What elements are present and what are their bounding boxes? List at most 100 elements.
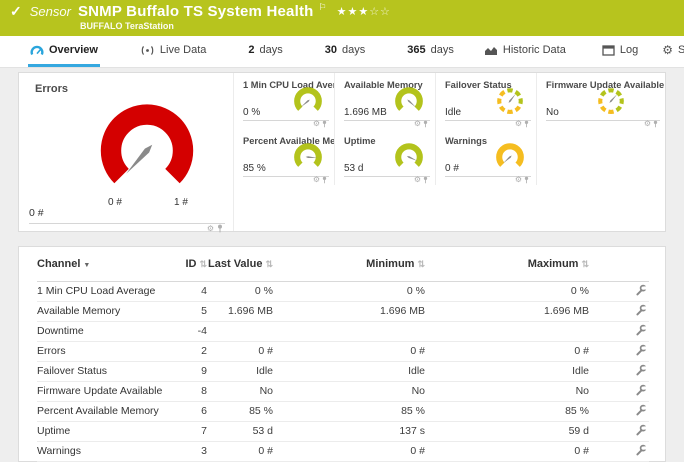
tab-2-days[interactable]: 2 days	[248, 44, 283, 56]
pin-icon[interactable]	[524, 176, 529, 184]
channel-maximum: 0 #	[425, 441, 589, 462]
errors-gauge	[87, 87, 207, 207]
channel-id: 3	[167, 441, 207, 462]
tab-365-days[interactable]: 365 days	[407, 44, 454, 56]
device-name[interactable]: BUFFALO TeraStation	[80, 21, 174, 31]
channel-name: Available Memory	[37, 301, 167, 322]
channel-minimum: 85 %	[273, 401, 425, 422]
wrench-icon[interactable]	[635, 324, 647, 336]
table-row[interactable]: Uptime 7 53 d 137 s 59 d	[37, 421, 649, 442]
channel-table-body: 1 Min CPU Load Average 4 0 % 0 % 0 % Availabl…	[37, 281, 649, 462]
pin-icon[interactable]	[524, 120, 529, 128]
table-row[interactable]: Firmware Update Available 8 No No No	[37, 381, 649, 402]
channel-last-value: No	[207, 381, 273, 402]
gauge-tile: Percent Available Memory 85 % ⚙	[234, 129, 335, 185]
channel-last-value: 0 #	[207, 441, 273, 462]
gauge-tile: Failover Status Idle ⚙	[436, 73, 537, 129]
wrench-icon[interactable]	[635, 384, 647, 396]
table-row[interactable]: Available Memory 5 1.696 MB 1.696 MB 1.696 M…	[37, 301, 649, 322]
pin-icon[interactable]	[217, 224, 223, 233]
sensor-header: ✓ Sensor SNMP Buffalo TS System Health ⚐…	[0, 0, 684, 36]
channel-name: 1 Min CPU Load Average	[37, 281, 167, 302]
channel-settings-gear-icon[interactable]: ⚙	[514, 119, 522, 128]
tab-overview[interactable]: Overview	[28, 36, 100, 67]
gauge-value: 0 %	[243, 107, 261, 118]
wrench-icon[interactable]	[635, 444, 647, 456]
column-header-id[interactable]: ID ⇅	[167, 247, 207, 282]
column-header-channel[interactable]: Channel ▼	[37, 247, 167, 282]
table-header-row: Channel ▼ ID ⇅ Last Value ⇅ Minimum ⇅ Maximu…	[37, 247, 649, 282]
channel-table-panel: Channel ▼ ID ⇅ Last Value ⇅ Minimum ⇅ Maximu…	[18, 246, 666, 462]
channel-gauge	[492, 138, 528, 174]
channel-settings-gear-icon[interactable]: ⚙	[413, 119, 421, 128]
column-header-minimum[interactable]: Minimum ⇅	[273, 247, 425, 282]
channel-maximum: No	[425, 381, 589, 402]
pin-icon[interactable]	[423, 176, 428, 184]
channel-last-value	[207, 321, 273, 342]
channel-settings-gear-icon[interactable]: ⚙	[514, 175, 522, 184]
wrench-icon[interactable]	[635, 304, 647, 316]
status-check-icon: ✓	[10, 3, 22, 19]
pin-icon[interactable]	[653, 120, 658, 128]
small-gauge-tiles: 1 Min CPU Load Average0 %⚙Available Memo…	[234, 73, 665, 231]
divider	[445, 120, 531, 121]
gauges-panel: Errors 0 # 1 # 0 # ⚙ 1 Min CPU Load Aver…	[18, 72, 666, 233]
gauge-title: Available Memory	[344, 80, 423, 90]
tab-log[interactable]: Log	[600, 36, 640, 67]
table-row[interactable]: Downtime -4	[37, 321, 649, 342]
channel-id: 8	[167, 381, 207, 402]
gauge-tile-errors: Errors 0 # 1 # 0 # ⚙	[19, 73, 234, 233]
gear-icon: ⚙	[662, 43, 673, 57]
sort-icon: ⇅	[265, 258, 273, 269]
wrench-icon[interactable]	[635, 344, 647, 356]
wrench-icon[interactable]	[635, 284, 647, 296]
channel-gauge	[290, 82, 326, 118]
sort-desc-icon: ▼	[83, 261, 91, 269]
gauge-scale-max: 1 #	[174, 197, 188, 208]
wrench-icon[interactable]	[635, 364, 647, 376]
channel-last-value: 0 %	[207, 281, 273, 302]
channel-settings-gear-icon[interactable]: ⚙	[312, 175, 320, 184]
tab-settings[interactable]: ⚙ Settings	[662, 43, 684, 57]
table-row[interactable]: Percent Available Memory 6 85 % 85 % 85 %	[37, 401, 649, 422]
channel-id: 4	[167, 281, 207, 302]
gauge-value: No	[546, 107, 559, 118]
channel-id: 5	[167, 301, 207, 322]
channel-maximum: 59 d	[425, 421, 589, 442]
divider	[243, 176, 329, 177]
sort-icon: ⇅	[581, 258, 589, 269]
channel-maximum: 1.696 MB	[425, 301, 589, 322]
tab-30-days[interactable]: 30 days	[324, 44, 366, 56]
column-header-last-value[interactable]: Last Value ⇅	[207, 247, 273, 282]
pin-icon[interactable]	[322, 176, 327, 184]
gauge-tile: Warnings 0 # ⚙	[436, 129, 537, 185]
table-row[interactable]: Failover Status 9 Idle Idle Idle	[37, 361, 649, 382]
channel-minimum: 0 #	[273, 441, 425, 462]
priority-flag-icon[interactable]: ⚐	[318, 2, 327, 12]
channel-settings-gear-icon[interactable]: ⚙	[206, 223, 214, 233]
tab-historic-data[interactable]: Historic Data	[482, 36, 568, 67]
channel-last-value: Idle	[207, 361, 273, 382]
table-row[interactable]: Errors 2 0 #0 #0 #	[37, 341, 649, 362]
area-chart-icon	[484, 45, 498, 56]
gauge-title: Uptime	[344, 136, 376, 146]
gauge-value: 1.696 MB	[344, 107, 387, 118]
pin-icon[interactable]	[322, 120, 327, 128]
table-row[interactable]: 1 Min CPU Load Average 4 0 % 0 % 0 %	[37, 281, 649, 302]
divider	[243, 120, 329, 121]
channel-last-value: 0 #	[207, 341, 273, 362]
channel-settings-gear-icon[interactable]: ⚙	[413, 175, 421, 184]
star-rating[interactable]: ★★★☆☆	[336, 6, 391, 18]
channel-gauge	[290, 138, 326, 174]
wrench-icon[interactable]	[635, 404, 647, 416]
gauge-value: 85 %	[243, 163, 266, 174]
channel-minimum: No	[273, 381, 425, 402]
wrench-icon[interactable]	[635, 424, 647, 436]
channel-settings-gear-icon[interactable]: ⚙	[312, 119, 320, 128]
tab-live-data[interactable]: Live Data	[138, 36, 208, 67]
pin-icon[interactable]	[423, 120, 428, 128]
channel-settings-gear-icon[interactable]: ⚙	[643, 119, 651, 128]
table-row[interactable]: Warnings 3 0 #0 #0 #	[37, 441, 649, 462]
channel-name: Warnings	[37, 441, 167, 462]
column-header-maximum[interactable]: Maximum ⇅	[425, 247, 589, 282]
